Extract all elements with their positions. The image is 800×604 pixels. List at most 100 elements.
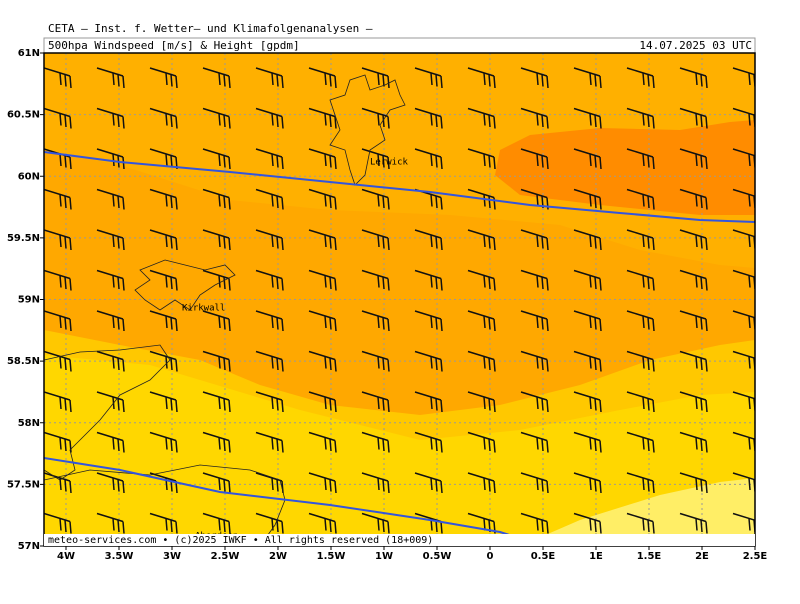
wind-barb: [149, 67, 178, 89]
wind-barb: [255, 269, 284, 291]
wind-barb: [679, 67, 708, 89]
wind-barb: [573, 229, 602, 251]
speed-band: [44, 355, 755, 546]
wind-barb: [308, 391, 337, 413]
wind-barb: [308, 229, 337, 251]
wind-barb: [573, 148, 602, 170]
wind-barb: [96, 391, 125, 413]
place-label: Lerwick: [370, 158, 409, 168]
wind-barb: [732, 188, 755, 209]
wind-barb: [361, 310, 390, 332]
wind-barb: [679, 512, 708, 534]
wind-barb: [626, 148, 655, 170]
wind-barb: [202, 107, 231, 129]
wind-barb: [202, 472, 231, 494]
wind-barb: [308, 148, 337, 170]
wind-barb: [96, 107, 125, 129]
wind-barb: [361, 229, 390, 251]
wind-barb: [467, 67, 496, 89]
wind-barb: [626, 350, 655, 372]
wind-barb: [520, 269, 549, 291]
wind-barb: [467, 391, 496, 413]
wind-barb: [414, 67, 443, 89]
wind-barb: [732, 148, 755, 168]
lat-label: 61N: [18, 48, 40, 59]
lon-label: 2E: [695, 551, 709, 562]
title: 500hpa Windspeed [m/s] & Height [gpdm]: [48, 39, 300, 52]
wind-barb: [255, 391, 284, 413]
wind-barb: [308, 350, 337, 372]
wind-barb: [255, 188, 284, 210]
lat-label: 60N: [18, 171, 40, 182]
wind-barb: [149, 269, 178, 291]
wind-barb: [149, 107, 178, 129]
wind-barb: [520, 229, 549, 251]
coastline: [44, 344, 171, 481]
wind-barb: [96, 350, 125, 372]
lon-label: 2.5E: [743, 551, 768, 562]
wind-barb: [520, 107, 549, 129]
wind-barb: [255, 512, 284, 534]
wind-barb: [96, 472, 125, 494]
wind-barb: [149, 310, 178, 332]
lat-label: 59N: [18, 295, 40, 306]
wind-barb: [361, 350, 390, 372]
lon-label: 3.5W: [105, 551, 134, 562]
wind-barb: [149, 431, 178, 453]
wind-barb: [626, 107, 655, 129]
wind-barb: [361, 269, 390, 291]
wind-barb: [467, 512, 496, 534]
wind-barb: [149, 188, 178, 210]
wind-barb: [679, 107, 708, 129]
lon-label: 1W: [375, 551, 393, 562]
wind-barb: [414, 310, 443, 332]
wind-barb: [414, 472, 443, 494]
wind-barb: [573, 431, 602, 453]
wind-barb: [361, 391, 390, 413]
lon-label: 2.5W: [211, 551, 240, 562]
wind-barb: [96, 431, 125, 453]
wind-barb: [520, 148, 549, 170]
wind-barb: [255, 472, 284, 494]
wind-barb: [520, 472, 549, 494]
footer-box: [44, 534, 755, 546]
wind-barb: [308, 472, 337, 494]
wind-barb: [149, 472, 178, 494]
wind-barb: [732, 350, 755, 371]
height-contour: [44, 151, 755, 223]
wind-barb: [732, 107, 755, 128]
place-label: Kirkwall: [182, 304, 225, 314]
wind-barb: [255, 431, 284, 453]
wind-barb: [361, 148, 390, 170]
wind-barb: [202, 310, 231, 332]
wind-barb: [626, 391, 655, 413]
wind-barb: [44, 512, 72, 534]
wind-barb: [573, 472, 602, 494]
wind-barb: [255, 148, 284, 170]
wind-barb: [679, 269, 708, 291]
wind-barb: [626, 229, 655, 251]
wind-barb: [626, 512, 655, 534]
wind-barb: [414, 512, 443, 534]
wind-barb: [361, 67, 390, 89]
wind-barb: [44, 269, 72, 291]
wind-barb: [308, 512, 337, 534]
wind-barb: [308, 310, 337, 332]
wind-barb: [149, 229, 178, 251]
wind-barb: [573, 107, 602, 129]
lon-label: 0.5W: [423, 551, 452, 562]
wind-barb: [467, 472, 496, 494]
wind-barb: [573, 310, 602, 332]
wind-barb: [361, 512, 390, 534]
wind-barb: [202, 67, 231, 89]
wind-barb: [467, 350, 496, 372]
lon-label: 1.5E: [637, 551, 662, 562]
wind-barb: [96, 269, 125, 291]
lat-label: 58.5N: [7, 356, 40, 367]
wind-barb: [308, 269, 337, 291]
wind-barb: [255, 350, 284, 372]
plot: Lerwick Kirkwall Aberdeen: [44, 53, 755, 546]
wind-barb: [149, 350, 178, 372]
wind-barb: [308, 431, 337, 453]
